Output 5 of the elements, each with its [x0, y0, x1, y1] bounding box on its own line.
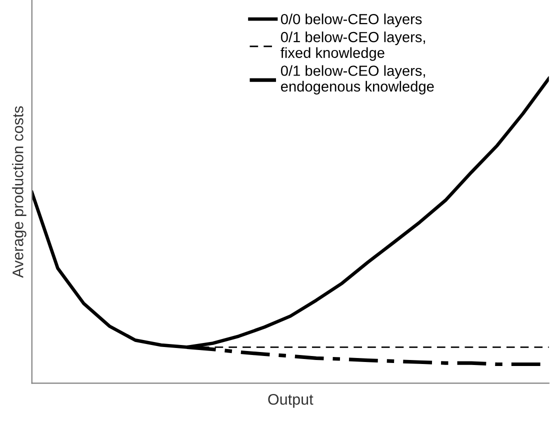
x-axis-title: Output [268, 394, 314, 408]
y-axis-title: Average production costs [12, 106, 26, 278]
legend-label: 0/0 below-CEO layers [280, 14, 422, 28]
legend-label: 0/1 below-CEO layers, endogenous knowledge [280, 65, 434, 95]
legend-label: 0/1 below-CEO layers, fixed knowledge [280, 32, 425, 61]
